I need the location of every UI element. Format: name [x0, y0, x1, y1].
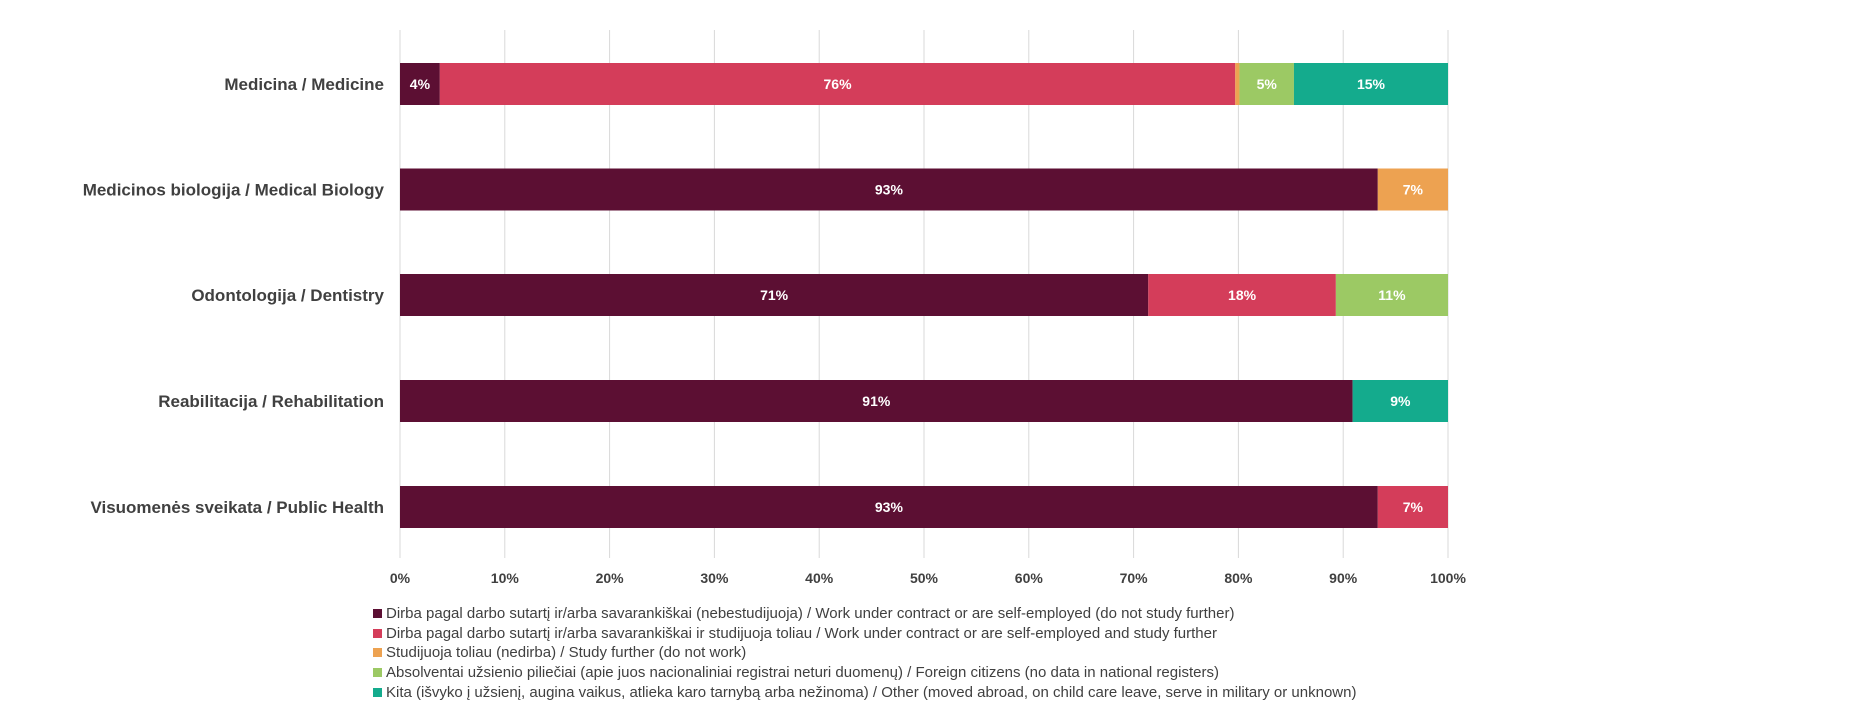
bar-segment	[1377, 486, 1448, 528]
data-label: 93%	[875, 182, 904, 198]
stacked-bar-chart: 4% 76% 5% 15% 93% 7% 71% 18% 11% 91% 9% 93% 7% Medic…	[83, 30, 1467, 586]
x-tick-label: 80%	[1224, 570, 1253, 586]
legend-swatch	[373, 648, 382, 658]
bar-segment	[400, 274, 1149, 316]
data-label: 4%	[410, 76, 431, 92]
bar-segment	[1148, 274, 1336, 316]
category-label: Medicina / Medicine	[224, 75, 384, 94]
legend-swatch	[373, 687, 382, 697]
legend-item: Dirba pagal darbo sutartį ir/arba savara…	[373, 604, 1356, 624]
data-label: 11%	[1378, 287, 1406, 303]
data-label: 9%	[1390, 393, 1411, 409]
legend-label: Dirba pagal darbo sutartį ir/arba savara…	[386, 605, 1235, 623]
data-label: 15%	[1357, 76, 1386, 92]
bar-segment	[400, 486, 1378, 528]
x-tick-label: 70%	[1120, 570, 1149, 586]
category-label: Visuomenės sveikata / Public Health	[90, 498, 384, 517]
data-label: 93%	[875, 499, 904, 515]
legend-item: Kita (išvyko į užsienį, augina vaikus, a…	[373, 682, 1356, 702]
legend-label: Absolventai užsienio piliečiai (apie juo…	[386, 664, 1219, 682]
x-tick-label: 0%	[390, 570, 411, 586]
legend-item: Studijuoja toliau (nedirba) / Study furt…	[373, 643, 1356, 663]
bar-segment	[400, 168, 1378, 211]
legend-swatch	[373, 628, 382, 638]
legend-item: Absolventai užsienio piliečiai (apie juo…	[373, 663, 1356, 683]
x-tick-label: 90%	[1329, 570, 1358, 586]
x-tick-label: 20%	[596, 570, 625, 586]
data-label: 91%	[862, 393, 891, 409]
legend-swatch	[373, 668, 382, 678]
bar-segment	[1352, 380, 1448, 422]
legend-label: Studijuoja toliau (nedirba) / Study furt…	[386, 644, 747, 662]
bar-segment	[1235, 63, 1240, 105]
legend-swatch	[373, 609, 382, 619]
category-label: Reabilitacija / Rehabilitation	[158, 392, 384, 411]
x-tick-label: 60%	[1015, 570, 1044, 586]
x-tick-label: 40%	[805, 570, 834, 586]
legend-label: Kita (išvyko į užsienį, augina vaikus, a…	[386, 683, 1357, 701]
data-label: 5%	[1257, 76, 1278, 92]
category-labels: Medicina / Medicine Medicinos biologija /…	[83, 75, 385, 517]
data-label: 71%	[760, 287, 789, 303]
data-label: 18%	[1228, 287, 1257, 303]
x-axis-tick-labels: 0% 10% 20% 30% 40% 50% 60% 70% 80% 90% 100%	[390, 570, 1467, 586]
bar-segment	[400, 380, 1353, 422]
bar-segment	[1293, 63, 1448, 105]
category-label: Odontologija / Dentistry	[191, 286, 384, 305]
bar-segment	[1239, 63, 1294, 105]
data-label: 7%	[1403, 499, 1424, 515]
legend-item: Dirba pagal darbo sutartį ir/arba savara…	[373, 624, 1356, 644]
x-tick-label: 10%	[491, 570, 520, 586]
x-tick-label: 50%	[910, 570, 939, 586]
data-label: 7%	[1403, 182, 1424, 198]
legend: Dirba pagal darbo sutartį ir/arba savara…	[373, 604, 1356, 702]
bar-segment	[1335, 274, 1448, 316]
bar-segment	[1377, 168, 1448, 211]
x-tick-label: 100%	[1430, 570, 1466, 586]
x-tick-label: 30%	[700, 570, 729, 586]
legend-label: Dirba pagal darbo sutartį ir/arba savara…	[386, 624, 1217, 642]
data-label: 76%	[824, 76, 853, 92]
bar-segment	[439, 63, 1236, 105]
bar-segment	[400, 63, 440, 105]
category-label: Medicinos biologija / Medical Biology	[83, 181, 385, 200]
bars: 4% 76% 5% 15% 93% 7% 71% 18% 11% 91% 9% 93% 7%	[400, 63, 1448, 528]
